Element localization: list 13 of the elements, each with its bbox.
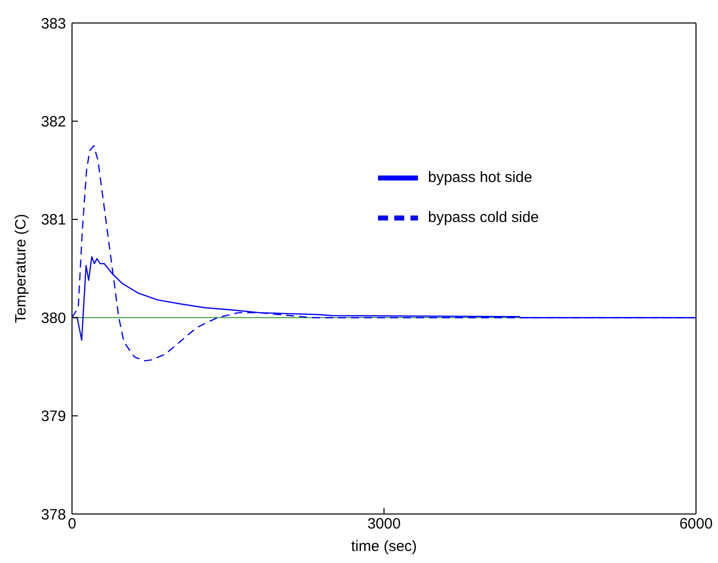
- x-tick-label: 3000: [367, 516, 401, 533]
- legend-label: bypass hot side: [428, 168, 532, 186]
- y-tick-label: 383: [40, 15, 66, 32]
- y-tick-label: 378: [40, 506, 66, 524]
- y-tick-label: 380: [40, 310, 66, 327]
- y-tick-label: 382: [40, 114, 66, 131]
- x-tick-label: 0: [68, 516, 76, 533]
- y-tick-label: 379: [40, 408, 66, 426]
- y-tick-label: 381: [40, 212, 66, 229]
- legend-label: bypass cold side: [428, 208, 539, 226]
- x-axis-title: time (sec): [351, 538, 417, 555]
- x-tick-label: 6000: [679, 516, 713, 533]
- y-axis-title: Temperature (C): [12, 214, 30, 324]
